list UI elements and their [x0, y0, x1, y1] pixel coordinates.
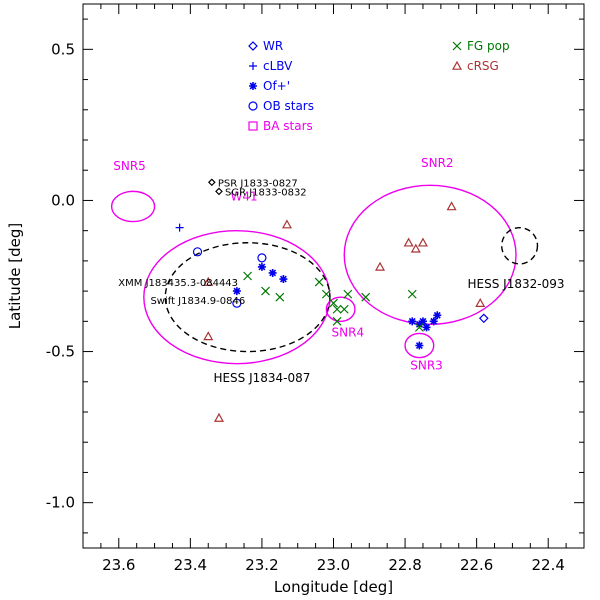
region-label: SNR2 — [421, 156, 454, 170]
legend-marker — [248, 101, 258, 111]
legend-entry: cRSG — [467, 59, 499, 73]
data-point-circle — [192, 247, 203, 257]
x-tick-label: 23.4 — [174, 556, 207, 574]
data-point-triangle — [203, 331, 214, 341]
data-point-triangle — [403, 237, 414, 247]
source-label: XMM J183435.3-084443 — [118, 278, 238, 289]
y-tick-label: 0.5 — [51, 40, 75, 58]
data-point-triangle — [410, 243, 421, 253]
region-snr4 — [325, 296, 356, 323]
source-label: SGR J1833-0832 — [225, 187, 307, 198]
data-point-asterisk — [418, 317, 427, 326]
data-point-triangle — [417, 237, 428, 247]
x-tick-label: 22.8 — [388, 556, 421, 574]
data-point-asterisk — [408, 317, 417, 326]
data-point-x — [361, 292, 371, 302]
data-point-triangle — [281, 219, 292, 229]
source-label: PSR J1833-0827 — [218, 178, 298, 189]
region-layer: SNR5 W41 HESS J1834-087 SNR4 SNR2 SNR3 HESS J1… — [110, 156, 565, 385]
data-point-x — [339, 304, 349, 314]
data-point-asterisk — [232, 287, 241, 296]
data-point-triangle — [375, 261, 386, 271]
data-point-x — [329, 298, 338, 308]
x-tick-label: 22.6 — [460, 556, 493, 574]
data-point-x — [332, 316, 342, 326]
legend-entry: OB stars — [263, 99, 314, 113]
data-point-circle — [257, 253, 267, 263]
y-tick-label: -0.5 — [46, 343, 75, 361]
region-snr5 — [110, 190, 156, 223]
data-point-asterisk — [415, 341, 424, 350]
data-point-asterisk — [268, 268, 277, 277]
legend-marker — [248, 121, 258, 131]
legend-marker — [249, 82, 257, 90]
data-point-x — [414, 322, 424, 332]
data-point-diamond — [478, 313, 489, 324]
data-point-x — [275, 292, 285, 302]
source-marker — [215, 187, 223, 196]
legend-marker — [452, 41, 462, 51]
data-point-x — [332, 304, 342, 314]
region-snr3 — [404, 332, 435, 359]
x-tick-label: 23.6 — [102, 556, 135, 574]
region-label: HESS J1834-087 — [213, 371, 310, 385]
axes: 23.6 23.4 23.2 23.0 22.8 22.6 22.4 0.5 0.0 -0.5 -1… — [46, 3, 585, 574]
data-point-triangle — [203, 276, 214, 286]
x-tick-label: 22.4 — [532, 556, 565, 574]
region-label: HESS J1832-093 — [468, 277, 565, 291]
x-axis-label: Longitude [deg] — [274, 578, 393, 596]
source-label: Swift J1834.9-0846 — [150, 296, 245, 307]
legend-entry: FG pop — [467, 39, 510, 53]
region-label: SNR5 — [113, 159, 146, 173]
y-axis-label: Latitude [deg] — [6, 223, 24, 329]
data-point-circle — [232, 298, 242, 308]
data-point-asterisk — [279, 275, 288, 284]
legend-entry: WR — [263, 39, 283, 53]
legend-entry: cLBV — [263, 59, 293, 73]
data-point-asterisk — [429, 317, 438, 326]
legend: WR cLBV Of+' OB stars BA stars FG pop cRSG — [248, 39, 510, 133]
plot-frame — [82, 3, 585, 549]
y-tick-label: -1.0 — [46, 494, 75, 512]
data-point-asterisk — [257, 262, 266, 271]
data-point-plus — [175, 223, 184, 232]
source-marker — [207, 178, 216, 187]
legend-marker — [451, 60, 463, 70]
region-hess-j1832-093 — [500, 226, 539, 265]
y-tick-label: 0.0 — [51, 191, 75, 209]
data-point-asterisk — [433, 311, 442, 320]
region-label: SNR3 — [410, 359, 443, 373]
data-point-x — [407, 289, 417, 299]
x-tick-label: 23.2 — [245, 556, 278, 574]
data-point-x — [243, 271, 253, 281]
legend-entry: Of+' — [263, 79, 290, 93]
data-point-triangle — [475, 297, 486, 307]
region-label: SNR4 — [332, 325, 365, 339]
data-point-asterisk — [415, 320, 424, 329]
x-tick-label: 23.0 — [317, 556, 350, 574]
data-point-x — [314, 277, 324, 287]
region-snr2 — [343, 184, 517, 326]
data-point-asterisk — [422, 323, 431, 332]
region-label: W41 — [230, 189, 257, 203]
data-point-x — [261, 286, 270, 296]
legend-entry: BA stars — [263, 119, 313, 133]
data-point-triangle — [446, 201, 457, 211]
data-point-x — [321, 289, 331, 299]
data-point-triangle — [213, 412, 225, 422]
data-point-x — [343, 289, 353, 299]
legend-marker — [249, 62, 257, 70]
legend-marker — [248, 41, 258, 51]
